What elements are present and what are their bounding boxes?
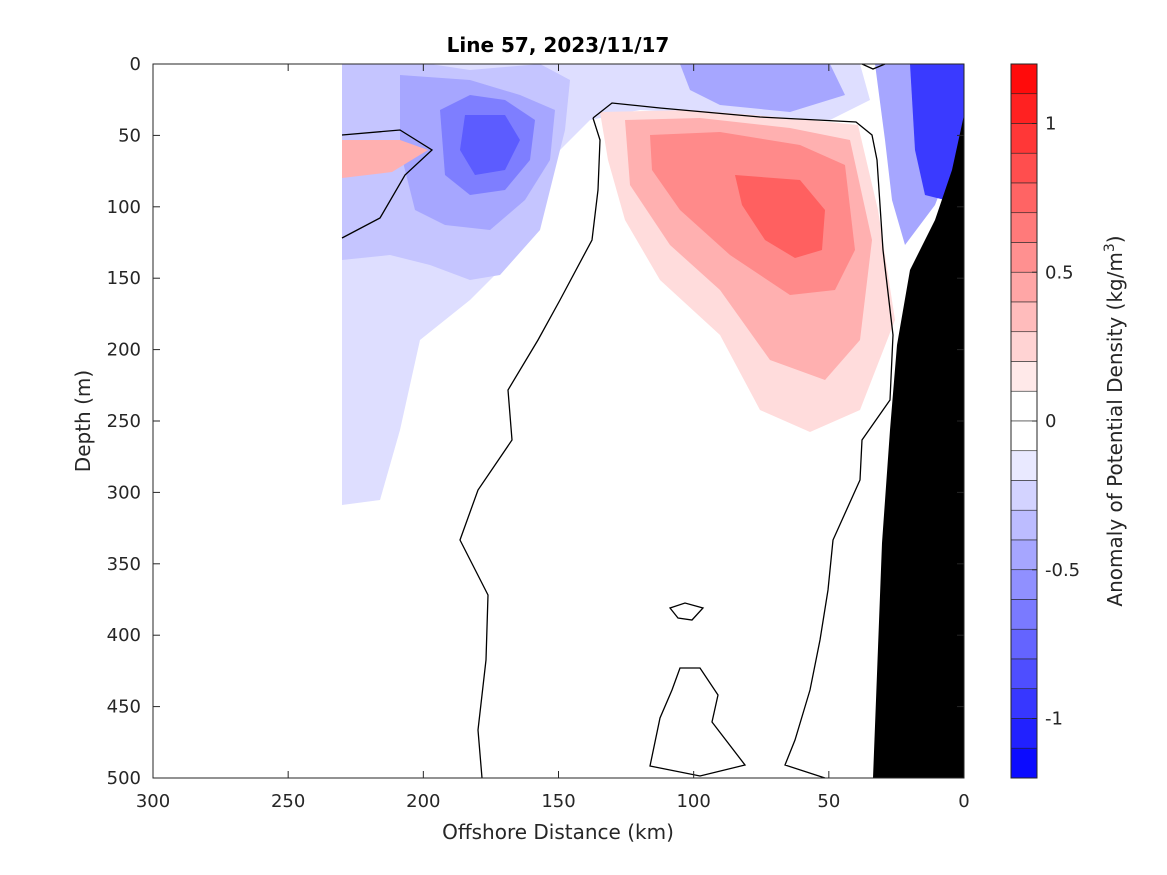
colorbar-cell — [1010, 450, 1038, 481]
y-tick-label: 50 — [118, 125, 141, 146]
zero-contour-blob-385m — [668, 602, 705, 621]
colorbar-cell — [1010, 331, 1038, 362]
colorbar-cell — [1010, 747, 1038, 779]
x-tick-label: 150 — [541, 791, 575, 812]
bathymetry — [873, 115, 964, 778]
colorbar-label-end: ) — [1103, 235, 1127, 243]
positive-core-70km — [735, 175, 825, 258]
colorbar-cell — [1010, 509, 1038, 541]
zero-contour-offshore — [459, 117, 601, 779]
colorbar-tick-label: -0.5 — [1045, 560, 1080, 581]
colorbar-cells — [1010, 63, 1038, 779]
colorbar-cell — [1010, 242, 1038, 273]
colorbar-cell — [1010, 658, 1038, 690]
colorbar-cell — [1010, 420, 1038, 452]
colorbar-cell — [1010, 718, 1038, 749]
colorbar-label: Anomaly of Potential Density (kg/m3) — [1102, 235, 1127, 606]
y-tick-label: 150 — [107, 268, 141, 289]
zero-contour-lens — [341, 129, 434, 239]
colorbar-cell — [1010, 271, 1038, 303]
zero-contour-blob-470m — [649, 667, 747, 777]
colorbar-cell — [1010, 390, 1038, 422]
colorbar-cell — [1010, 539, 1038, 571]
colorbar-label-superscript: 3 — [1102, 243, 1118, 252]
y-tick-label: 500 — [107, 768, 141, 789]
x-axis-tick-marks — [152, 64, 965, 778]
y-tick-label: 0 — [130, 54, 141, 75]
negative-core-170km-center — [460, 115, 520, 175]
x-tick-label: 50 — [817, 791, 840, 812]
y-tick-label: 200 — [107, 340, 141, 361]
colorbar-cell — [1010, 63, 1038, 95]
colorbar-cell — [1010, 152, 1038, 184]
y-tick-label: 300 — [107, 482, 141, 503]
negative-region-surface-60km — [680, 64, 845, 112]
x-tick-label: 100 — [676, 791, 710, 812]
colorbar-cell — [1010, 301, 1038, 333]
colorbar-tick-label: 0.5 — [1045, 262, 1074, 283]
plot-area — [152, 63, 965, 779]
colorbar-ticks: 1 0.5 0 -0.5 -1 — [1032, 114, 1080, 730]
zero-contour-main — [592, 102, 894, 779]
colorbar: 1 0.5 0 -0.5 -1 Anomaly of Potential Density… — [1010, 63, 1127, 779]
y-tick-label: 250 — [107, 411, 141, 432]
colorbar-cell — [1010, 688, 1038, 719]
colorbar-cell — [1010, 212, 1038, 243]
y-tick-label: 100 — [107, 197, 141, 218]
colorbar-tick-label: -1 — [1045, 709, 1063, 730]
x-tick-label: 0 — [958, 791, 969, 812]
x-tick-label: 250 — [271, 791, 305, 812]
colorbar-cell — [1010, 480, 1038, 511]
colorbar-cell — [1010, 599, 1038, 630]
colorbar-tick-label: 0 — [1045, 411, 1056, 432]
colorbar-cell — [1010, 123, 1038, 154]
x-axis-tick-labels: 300 250 200 150 100 50 0 — [136, 791, 970, 812]
x-tick-label: 300 — [136, 791, 170, 812]
colorbar-cell — [1010, 628, 1038, 660]
zero-contour-surface — [861, 63, 886, 70]
x-axis-label: Offshore Distance (km) — [442, 820, 674, 844]
y-tick-label: 450 — [107, 697, 141, 718]
chart-title: Line 57, 2023/11/17 — [447, 33, 670, 57]
colorbar-label-main: Anomaly of Potential Density (kg/m — [1103, 252, 1127, 606]
x-tick-label: 200 — [406, 791, 440, 812]
colorbar-tick-label: 1 — [1045, 114, 1056, 135]
y-tick-label: 400 — [107, 625, 141, 646]
y-tick-label: 350 — [107, 554, 141, 575]
positive-lens-offshore — [342, 140, 428, 178]
colorbar-cell — [1010, 569, 1038, 600]
zero-contours — [341, 63, 894, 779]
colorbar-cell — [1010, 361, 1038, 392]
y-axis-label: Depth (m) — [71, 370, 95, 472]
colorbar-cell — [1010, 182, 1038, 214]
colorbar-cell — [1010, 93, 1038, 124]
y-axis-tick-labels: 0 50 100 150 200 250 300 350 400 450 500 — [107, 54, 141, 789]
y-axis-tick-marks — [153, 63, 964, 779]
negative-core-coastal — [910, 64, 964, 200]
